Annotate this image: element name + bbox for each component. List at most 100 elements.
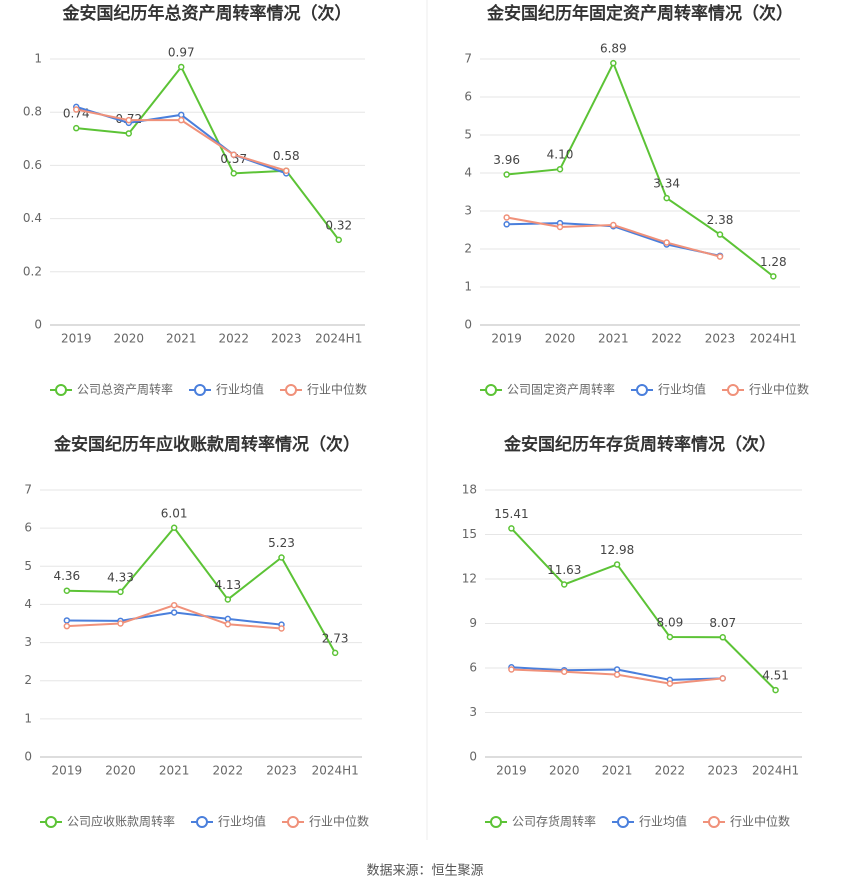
point bbox=[170, 609, 178, 616]
point bbox=[613, 671, 621, 678]
point bbox=[503, 214, 510, 221]
data-label: 5.23 bbox=[268, 536, 295, 550]
point bbox=[178, 63, 185, 71]
point bbox=[73, 124, 80, 132]
point bbox=[125, 116, 132, 124]
data-label: 4.33 bbox=[107, 570, 134, 584]
y-tick-label: 0 bbox=[469, 750, 477, 764]
legend-label: 行业均值 bbox=[639, 814, 687, 829]
point bbox=[224, 596, 232, 603]
y-tick-label: 6 bbox=[469, 661, 477, 675]
y-tick-label: 0 bbox=[34, 318, 42, 332]
point bbox=[224, 621, 232, 628]
point bbox=[503, 221, 510, 228]
legend-marker bbox=[490, 816, 502, 828]
point bbox=[613, 561, 621, 568]
chart-title: 金安国纪历年固定资产周转率情况（次） bbox=[486, 3, 793, 24]
y-tick-label: 2 bbox=[24, 673, 32, 687]
point bbox=[335, 236, 342, 244]
y-tick-label: 7 bbox=[464, 52, 472, 66]
y-tick-label: 1 bbox=[24, 711, 32, 725]
point bbox=[230, 170, 237, 177]
x-tick-label: 2020 bbox=[113, 332, 144, 346]
x-tick-label: 2023 bbox=[707, 764, 738, 778]
y-tick-label: 6 bbox=[24, 521, 32, 535]
data-label: 2.38 bbox=[707, 213, 734, 227]
point bbox=[170, 524, 178, 532]
point bbox=[63, 587, 71, 594]
x-tick-label: 2024H1 bbox=[752, 764, 799, 778]
point bbox=[224, 615, 232, 623]
y-tick-label: 9 bbox=[469, 616, 477, 630]
point bbox=[508, 666, 515, 673]
point bbox=[331, 649, 339, 657]
point bbox=[230, 151, 237, 159]
point bbox=[663, 239, 670, 246]
point bbox=[610, 221, 617, 229]
data-label: 0.32 bbox=[325, 218, 352, 232]
point bbox=[278, 625, 285, 632]
y-tick-label: 3 bbox=[464, 204, 472, 218]
legend-marker bbox=[196, 816, 208, 828]
y-tick-label: 2 bbox=[464, 242, 472, 256]
legend-label: 公司总资产周转率 bbox=[77, 382, 173, 397]
y-tick-label: 5 bbox=[464, 128, 472, 142]
point bbox=[283, 167, 290, 174]
x-tick-label: 2023 bbox=[705, 332, 736, 346]
point bbox=[178, 116, 185, 124]
point bbox=[63, 617, 71, 624]
legend-marker bbox=[285, 384, 297, 396]
x-tick-label: 2022 bbox=[213, 764, 244, 778]
data-label: 3.34 bbox=[653, 177, 680, 191]
legend-marker bbox=[708, 816, 720, 828]
legend-label: 公司固定资产周转率 bbox=[507, 382, 615, 397]
legend-label: 公司存货周转率 bbox=[512, 814, 596, 829]
point bbox=[770, 273, 777, 280]
y-tick-label: 0 bbox=[24, 750, 32, 764]
legend-label: 行业均值 bbox=[218, 814, 266, 829]
y-tick-label: 0.4 bbox=[23, 211, 42, 225]
x-tick-label: 2024H1 bbox=[315, 332, 362, 346]
point bbox=[178, 111, 185, 119]
point bbox=[666, 633, 674, 641]
data-label: 15.41 bbox=[494, 507, 528, 521]
point bbox=[716, 231, 724, 238]
point bbox=[719, 634, 726, 641]
data-label: 0.58 bbox=[273, 149, 300, 163]
data-label: 12.98 bbox=[600, 543, 634, 557]
series-line bbox=[66, 526, 337, 654]
y-tick-label: 5 bbox=[24, 559, 32, 573]
legend-label: 行业均值 bbox=[216, 382, 264, 397]
point bbox=[63, 622, 71, 630]
y-tick-label: 12 bbox=[462, 572, 477, 586]
point bbox=[772, 686, 779, 694]
legend-label: 行业中位数 bbox=[309, 814, 369, 829]
data-label: 4.51 bbox=[762, 669, 789, 683]
y-tick-label: 0.2 bbox=[23, 264, 42, 278]
point bbox=[117, 620, 124, 627]
point bbox=[666, 680, 674, 687]
y-tick-label: 0.8 bbox=[23, 105, 42, 119]
x-tick-label: 2021 bbox=[602, 764, 633, 778]
y-tick-label: 4 bbox=[24, 597, 32, 611]
legend-marker bbox=[727, 384, 739, 396]
data-label: 4.36 bbox=[53, 569, 80, 583]
x-tick-label: 2021 bbox=[159, 764, 190, 778]
x-tick-label: 2023 bbox=[271, 332, 302, 346]
legend-marker bbox=[636, 384, 648, 396]
x-tick-label: 2024H1 bbox=[312, 764, 359, 778]
point bbox=[556, 165, 564, 173]
point bbox=[556, 223, 564, 231]
y-tick-label: 18 bbox=[462, 483, 477, 497]
point bbox=[561, 668, 568, 675]
point bbox=[613, 666, 621, 673]
data-label: 4.10 bbox=[547, 148, 574, 162]
legend-marker bbox=[194, 384, 206, 396]
point bbox=[663, 194, 670, 202]
legend-label: 行业中位数 bbox=[307, 382, 367, 397]
series-line bbox=[66, 604, 282, 630]
point bbox=[503, 171, 510, 178]
point bbox=[170, 601, 178, 609]
x-tick-label: 2020 bbox=[545, 332, 576, 346]
